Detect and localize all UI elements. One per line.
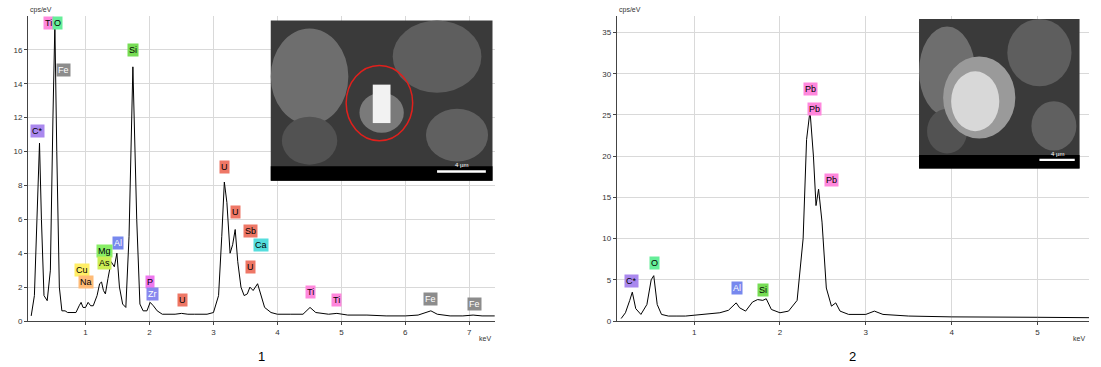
svg-text:Pb: Pb [826,175,837,185]
svg-text:1: 1 [692,328,697,337]
svg-text:cps/eV: cps/eV [619,6,641,14]
svg-text:2: 2 [147,328,152,337]
svg-text:2: 2 [849,349,856,364]
svg-text:Ti: Ti [45,18,52,28]
svg-text:6: 6 [18,215,23,224]
svg-text:1: 1 [83,328,88,337]
svg-text:14: 14 [13,80,22,89]
svg-text:Cu: Cu [76,265,88,275]
svg-text:C*: C* [626,276,636,286]
svg-text:keV: keV [1073,335,1085,342]
svg-text:Fe: Fe [425,294,436,304]
svg-text:0: 0 [607,317,612,326]
svg-text:cps/eV: cps/eV [30,6,52,14]
svg-text:Al: Al [733,283,741,293]
svg-text:15: 15 [602,193,611,202]
svg-text:5: 5 [339,328,344,337]
svg-text:Ti: Ti [333,295,340,305]
svg-text:30: 30 [602,70,611,79]
svg-text:6: 6 [403,328,408,337]
svg-text:20: 20 [602,152,611,161]
svg-text:4: 4 [18,249,23,258]
svg-text:2: 2 [778,328,783,337]
svg-text:Pb: Pb [809,104,820,114]
svg-text:Sb: Sb [245,226,256,236]
svg-text:2: 2 [18,283,23,292]
svg-text:1: 1 [258,349,265,364]
svg-text:3: 3 [864,328,869,337]
svg-text:Si: Si [759,285,767,295]
svg-text:P: P [147,277,153,287]
svg-text:4 µm: 4 µm [455,162,468,168]
svg-text:Fe: Fe [58,65,69,75]
svg-text:8: 8 [18,181,23,190]
svg-text:35: 35 [602,28,611,37]
svg-text:O: O [651,258,658,268]
svg-text:4 µm: 4 µm [1051,151,1064,157]
svg-text:C*: C* [32,126,42,136]
svg-text:10: 10 [602,234,611,243]
svg-text:5: 5 [607,276,612,285]
svg-text:12: 12 [13,113,22,122]
svg-text:3: 3 [211,328,216,337]
svg-text:4: 4 [949,328,954,337]
svg-text:16: 16 [13,46,22,55]
svg-text:O: O [54,18,61,28]
svg-text:25: 25 [602,111,611,120]
svg-text:U: U [179,295,186,305]
svg-text:Fe: Fe [469,299,480,309]
svg-text:Si: Si [129,45,137,55]
svg-text:U: U [221,162,228,172]
svg-text:Al: Al [114,238,122,248]
svg-text:Zr: Zr [148,289,157,299]
svg-text:Mg: Mg [98,246,111,256]
svg-text:Ti: Ti [307,287,314,297]
svg-text:10: 10 [13,147,22,156]
svg-text:U: U [232,207,239,217]
svg-text:U: U [247,262,254,272]
svg-text:7: 7 [467,328,472,337]
svg-text:Na: Na [80,277,92,287]
svg-text:5: 5 [1035,328,1040,337]
svg-text:Ca: Ca [255,240,267,250]
svg-text:Pb: Pb [805,84,816,94]
svg-text:4: 4 [275,328,280,337]
svg-text:0: 0 [18,317,23,326]
svg-text:As: As [99,258,110,268]
svg-text:keV: keV [479,335,491,342]
